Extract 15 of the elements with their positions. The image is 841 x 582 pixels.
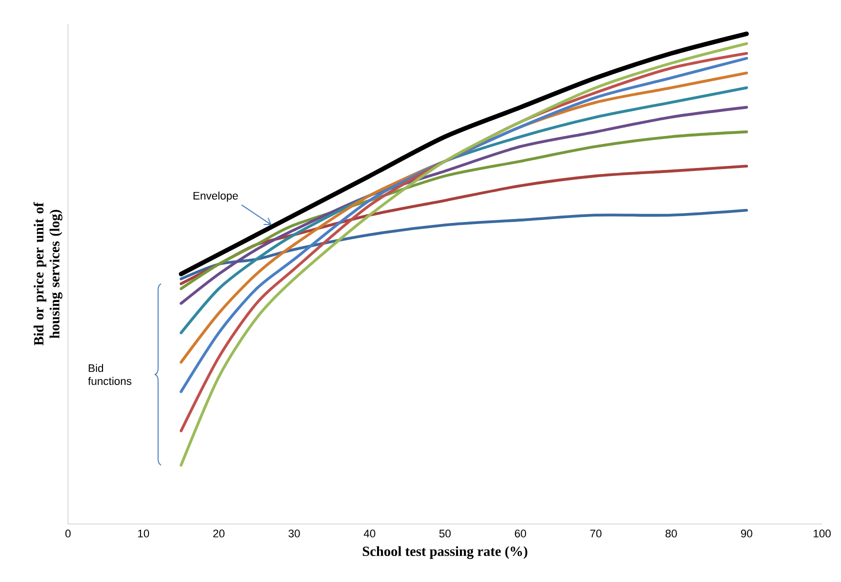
x-tick-label: 100 [814, 530, 831, 538]
x-tick-label: 10 [138, 530, 150, 538]
x-tick-label: 80 [666, 530, 677, 538]
x-tick-label: 90 [741, 530, 752, 538]
annotation: Envelope [194, 192, 238, 202]
x-tick-label: 30 [288, 530, 300, 538]
x-tick-label: 70 [590, 530, 602, 538]
y-axis-title: Bid or price per unit of housing services (log) [34, 202, 62, 346]
annotation: Bid functions [88, 364, 132, 385]
x-tick-label: 60 [514, 530, 526, 538]
x-tick-label: 40 [364, 530, 376, 538]
x-tick-label: 0 [65, 530, 71, 538]
x-tick-label: 50 [439, 530, 451, 538]
x-axis-title: School test passing rate (%) [362, 546, 528, 559]
x-tick-label: 20 [213, 530, 224, 538]
